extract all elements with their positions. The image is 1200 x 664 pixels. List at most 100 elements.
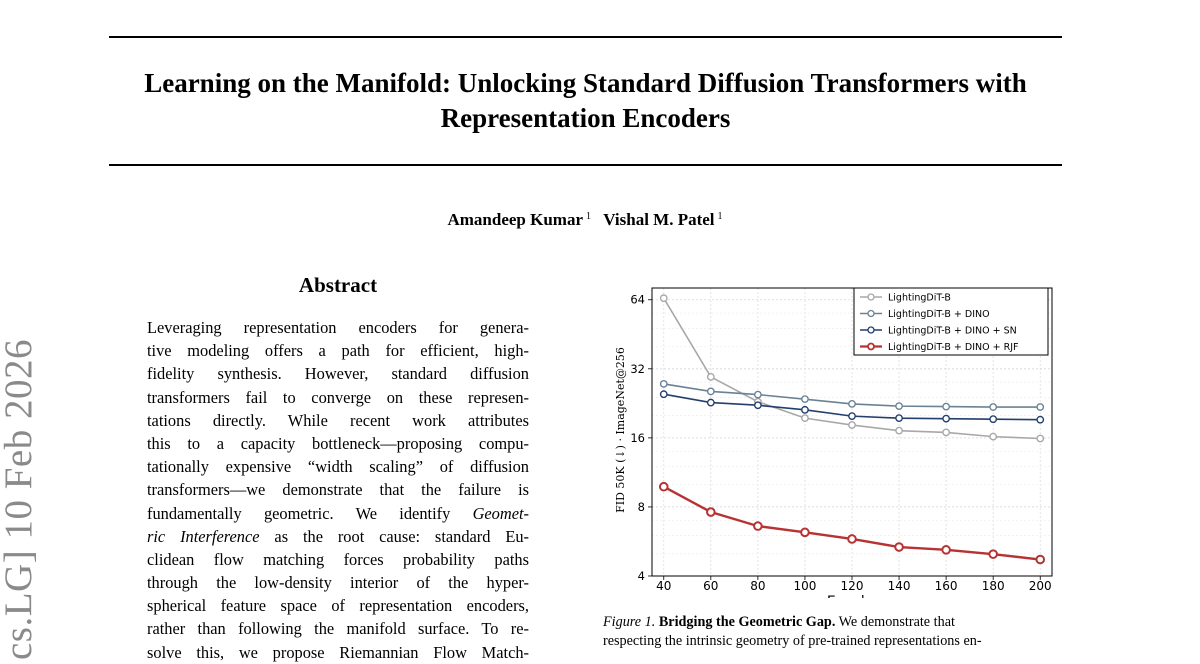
abstract-text: fundamentally geometric. We identify (147, 503, 473, 523)
abstract-text: clidean flow matching forces probability… (147, 549, 529, 569)
author-name: Amandeep Kumar (447, 210, 583, 229)
legend-swatch-marker (867, 326, 875, 334)
legend-label: LightingDiT-B + DINO + RJF (888, 342, 1018, 353)
plot-frame (651, 287, 1053, 577)
x-tick-label: 180 (982, 579, 1005, 593)
abstract-line: solve this, we propose Riemannian Flow M… (147, 641, 529, 664)
x-tick-label: 80 (750, 579, 765, 593)
y-axis-label: FID 50K (↓) · ImageNet@256 (614, 347, 627, 513)
data-point (801, 414, 809, 423)
caption-text: We demonstrate that (838, 614, 955, 630)
abstract-line: transformers—we demonstrate that the fai… (147, 478, 529, 501)
data-point (1036, 415, 1045, 424)
legend-label: LightingDiT-B + DINO (888, 309, 990, 320)
data-point (989, 432, 998, 441)
abstract-line: ric Interference as the root cause: stan… (147, 525, 529, 548)
caption-line: Figure 1. Bridging the Geometric Gap. We… (603, 613, 1063, 632)
x-tick-label: 160 (935, 579, 958, 593)
abstract-text: transformers fail to converge on these r… (147, 387, 529, 407)
x-tick-label: 40 (656, 579, 671, 593)
abstract-text: as the root cause: standard Eu- (259, 526, 529, 546)
y-tick-label: 4 (638, 569, 645, 583)
abstract-line: this to a capacity bottleneck—proposing … (147, 432, 529, 455)
abstract-text: tive modeling offers a path for efficien… (147, 341, 529, 361)
title-line-1: Learning on the Manifold: Unlocking Stan… (144, 68, 1027, 98)
author-name: Vishal M. Patel (603, 210, 715, 229)
data-point (658, 481, 669, 492)
title-rule-top (109, 36, 1062, 38)
fid-chart: 40 60 80 100 120 140 160 180 200 4 8 16 32 64 Epochs FI… (614, 287, 1053, 610)
data-point (801, 395, 809, 404)
data-point (988, 549, 998, 559)
caption-title: Bridging the Geometric Gap. (658, 614, 836, 630)
data-point (706, 373, 715, 381)
abstract-line: tationally expensive “width scaling” of … (147, 455, 529, 478)
abstract-line: through the low-density interior of the … (147, 571, 529, 594)
data-point (753, 401, 762, 410)
figure-1: 40 60 80 100 120 140 160 180 200 4 8 16 32 64 Epochs FI… (600, 278, 1060, 610)
data-point (659, 294, 668, 303)
abstract-text: solve this, we propose Riemannian Flow M… (147, 642, 529, 662)
legend-swatch-marker (867, 309, 875, 318)
y-tick-label: 32 (630, 362, 645, 376)
abstract-body: Leveraging representation encoders for g… (147, 316, 529, 664)
data-point (848, 421, 856, 429)
data-point (753, 521, 763, 531)
data-point (847, 534, 857, 544)
abstract-text: this to a capacity bottleneck—proposing … (147, 433, 529, 453)
author-list: Amandeep Kumar 1 Vishal M. Patel 1 (0, 210, 1170, 230)
title-line-2: Representation Encoders (440, 103, 731, 133)
data-point (659, 390, 668, 399)
data-point (753, 390, 762, 399)
abstract-line: fidelity synthesis. However, standard di… (147, 362, 529, 385)
x-tick-label: 60 (703, 579, 718, 593)
abstract-heading: Abstract (298, 273, 378, 297)
x-tick-label: 120 (841, 579, 864, 593)
data-point (895, 414, 903, 423)
x-tick-label: 200 (1029, 579, 1052, 593)
abstract-line: rather than following the manifold surfa… (147, 617, 529, 640)
abstract-text: tationally expensive “width scaling” of … (147, 457, 529, 477)
abstract-line: clidean flow matching forces probability… (147, 548, 529, 571)
legend-box (853, 287, 1049, 356)
data-point (894, 542, 904, 552)
data-point (942, 428, 951, 437)
abstract-line: spherical feature space of representatio… (147, 594, 529, 617)
abstract-emphasis: Geomet- (472, 503, 529, 523)
data-point (848, 399, 856, 408)
data-point (989, 415, 998, 424)
abstract-text: through the low-density interior of the … (147, 573, 529, 593)
author-affiliation: 1 (717, 211, 723, 222)
data-point (801, 405, 809, 414)
title-rule-bottom (109, 164, 1062, 166)
legend-swatch-marker (867, 342, 875, 351)
legend-swatch-marker (867, 293, 875, 301)
abstract-text: spherical feature space of representatio… (147, 596, 529, 616)
abstract-line: tive modeling offers a path for efficien… (147, 339, 529, 362)
abstract-line: transformers fail to converge on these r… (147, 386, 529, 409)
data-point (1035, 554, 1046, 565)
caption-label: Figure 1. (603, 614, 656, 630)
data-point (1036, 434, 1045, 443)
data-point (706, 398, 715, 407)
caption-line: respecting the intrinsic geometry of pre… (603, 633, 982, 649)
y-tick-label: 64 (630, 293, 645, 307)
x-tick-label: 140 (888, 579, 911, 593)
data-point (848, 412, 856, 421)
legend-label: LightingDiT-B + DINO + SN (888, 326, 1017, 337)
data-point (941, 545, 951, 555)
abstract-line: fundamentally geometric. We identify Geo… (147, 502, 529, 525)
abstract-line: tations directly. While recent work attr… (147, 409, 529, 432)
data-point (895, 402, 903, 411)
abstract-emphasis: ric Interference (147, 526, 260, 546)
abstract-text: rather than following the manifold surfa… (147, 619, 529, 639)
paper-title: Learning on the Manifold: Unlocking Stan… (109, 66, 1062, 136)
author-1: Amandeep Kumar 1 (447, 210, 591, 229)
legend-label: LightingDiT-B (888, 293, 951, 304)
author-affiliation: 1 (586, 211, 591, 222)
abstract-line: Leveraging representation encoders for g… (147, 316, 529, 339)
data-point (942, 402, 951, 411)
figure-caption: Figure 1. Bridging the Geometric Gap. We… (603, 613, 1063, 651)
data-point (706, 387, 715, 396)
data-point (895, 426, 903, 435)
